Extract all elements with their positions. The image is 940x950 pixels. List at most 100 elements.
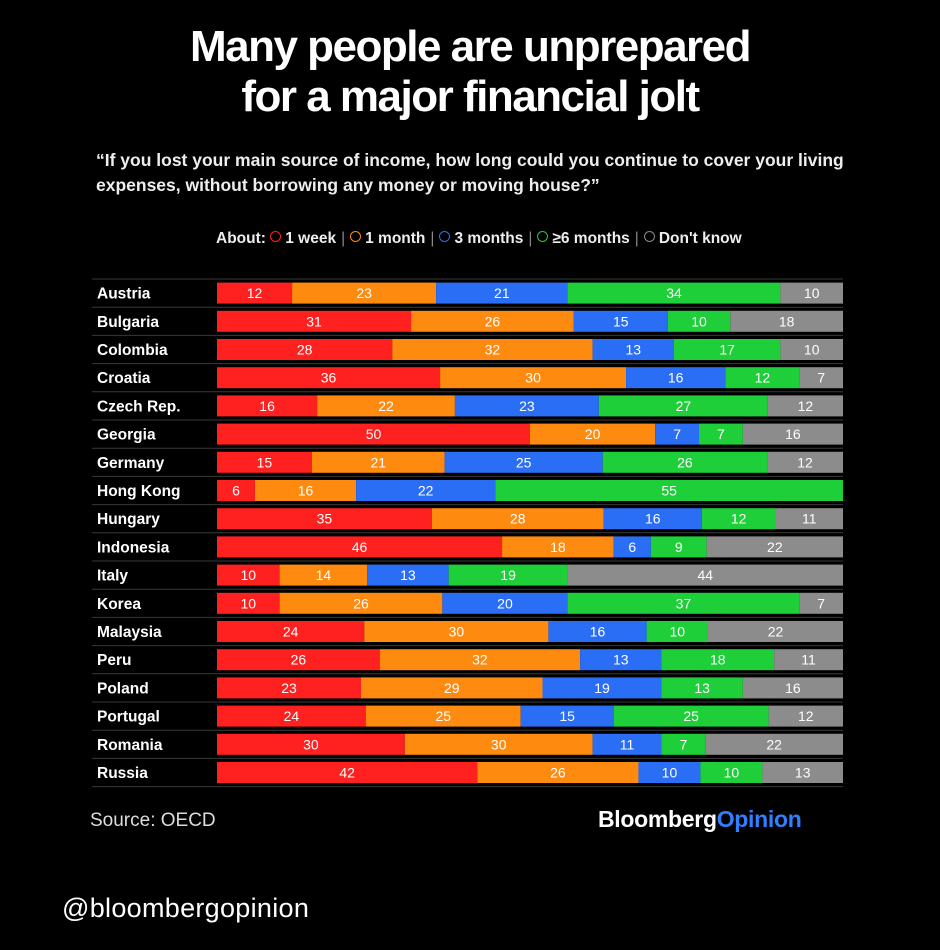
bar-segment-italy-6-months [448, 564, 568, 586]
bar-segment-malaysia-6-months [646, 621, 708, 642]
data-label-austria-1-month: 23 [356, 285, 372, 301]
data-label-hungary-1-week: 35 [317, 511, 333, 527]
legend-item-6-months: ≥6 months [537, 230, 630, 248]
data-label-germany-6-months: 26 [677, 454, 693, 470]
data-label-hong-kong-1-week: 6 [232, 483, 240, 499]
data-label-colombia-don-t-know: 10 [804, 342, 820, 358]
data-label-hungary-6-months: 12 [731, 511, 747, 527]
data-label-poland-6-months: 13 [694, 680, 710, 696]
category-label-romania: Romania [97, 737, 163, 754]
bar-segment-hungary-6-months [701, 508, 776, 530]
bar-segment-czech-rep-don-t-know [767, 395, 843, 417]
category-label-malaysia: Malaysia [97, 624, 162, 641]
category-label-italy: Italy [97, 568, 128, 585]
data-label-colombia-1-week: 28 [297, 342, 313, 358]
data-label-russia-3-months: 10 [662, 765, 678, 781]
stacked-bar-chart: Austria 12 23 21 34 10 Bulgaria 31 26 15 10 18 Colom… [92, 278, 843, 788]
bar-segment-germany-don-t-know [767, 451, 843, 473]
data-label-hong-kong-6-months: 55 [661, 483, 677, 499]
bar-segment-poland-1-week [217, 677, 361, 699]
category-label-portugal: Portugal [97, 709, 160, 726]
bar-segment-portugal-1-week [217, 705, 366, 727]
bar-segment-colombia-1-week [217, 339, 393, 360]
data-label-poland-1-week: 23 [281, 680, 297, 696]
bar-segment-russia-1-week [217, 762, 478, 783]
legend: About: 1 week | 1 month | 3 months | ≥6 months… [216, 230, 742, 248]
brand-part-1: Bloomberg [598, 806, 717, 832]
bar-segment-malaysia-don-t-know [707, 621, 843, 642]
data-label-czech-rep-1-week: 16 [259, 398, 275, 414]
data-label-croatia-6-months: 12 [755, 370, 771, 386]
bar-segment-poland-don-t-know [742, 677, 843, 699]
bar-segment-indonesia-6-months [650, 536, 707, 558]
bar-segment-hong-kong-1-month [254, 480, 357, 501]
bar-segment-czech-rep-1-month [317, 395, 455, 417]
legend-circle-icon [270, 231, 282, 242]
category-label-colombia: Colombia [97, 342, 168, 359]
bar-segment-croatia-3-months [626, 367, 726, 389]
data-label-indonesia-1-month: 18 [550, 539, 566, 555]
data-label-czech-rep-6-months: 27 [676, 398, 692, 414]
data-label-hong-kong-1-month: 16 [298, 483, 314, 499]
bar-segment-indonesia-1-week [217, 536, 503, 558]
data-label-russia-don-t-know: 13 [795, 765, 811, 781]
bar-segment-colombia-1-month [392, 339, 593, 360]
bar-segment-romania-6-months [661, 733, 706, 755]
bar-segment-germany-1-week [217, 451, 312, 473]
bar-segment-croatia-don-t-know [799, 367, 843, 389]
bar-segment-austria-1-month [292, 282, 437, 304]
category-label-poland: Poland [97, 680, 149, 697]
data-label-colombia-3-months: 13 [626, 342, 642, 358]
data-label-romania-6-months: 7 [679, 736, 687, 752]
chart-title-line1: Many people are unprepared [189, 22, 752, 71]
data-label-peru-1-month: 32 [472, 652, 488, 668]
bar-segment-bulgaria-1-month [411, 310, 574, 332]
category-label-hungary: Hungary [97, 511, 160, 528]
bar-segment-russia-1-month [477, 762, 639, 783]
legend-circle-icon [350, 231, 362, 242]
bar-segment-romania-1-month [404, 733, 593, 755]
bar-segment-italy-1-week [217, 564, 280, 586]
category-label-austria: Austria [97, 286, 151, 303]
bar-segment-russia-don-t-know [762, 762, 843, 783]
data-label-hong-kong-3-months: 22 [418, 483, 434, 499]
data-label-hungary-don-t-know: 11 [802, 511, 817, 527]
bar-segment-georgia-3-months [655, 423, 700, 445]
data-label-austria-don-t-know: 10 [804, 285, 820, 301]
data-label-peru-3-months: 13 [613, 652, 629, 668]
bar-segment-georgia-1-week [217, 423, 530, 445]
bar-segment-korea-don-t-know [799, 592, 843, 614]
bar-segment-italy-3-months [367, 564, 449, 586]
data-label-indonesia-don-t-know: 22 [767, 539, 783, 555]
bar-segment-peru-don-t-know [774, 649, 843, 671]
bar-segment-portugal-1-month [365, 705, 521, 727]
bar-segment-peru-3-months [580, 649, 662, 671]
bar-segment-portugal-don-t-know [768, 705, 843, 727]
brand-part-2: Opinion [716, 806, 802, 832]
data-label-austria-3-months: 21 [494, 285, 510, 301]
data-label-peru-don-t-know: 11 [801, 652, 816, 668]
bar-segment-hong-kong-6-months [495, 480, 843, 501]
category-label-bulgaria: Bulgaria [97, 314, 159, 331]
data-label-romania-don-t-know: 22 [766, 736, 782, 752]
bar-segment-indonesia-3-months [613, 536, 651, 558]
bar-segment-portugal-3-months [520, 705, 614, 727]
chart-subtitle: “If you lost your main source of income,… [96, 150, 844, 195]
data-label-georgia-3-months: 7 [673, 426, 681, 442]
bar-segment-romania-3-months [592, 733, 662, 755]
category-label-germany: Germany [97, 455, 165, 472]
legend-item-dont-know: Don't know [643, 230, 742, 248]
legend-item-1-month: 1 month [350, 230, 425, 248]
data-label-indonesia-6-months: 9 [675, 539, 683, 555]
data-label-germany-don-t-know: 12 [797, 454, 813, 470]
legend-item-1-week: 1 week [270, 230, 336, 248]
data-label-colombia-1-month: 32 [485, 342, 501, 358]
data-label-korea-3-months: 20 [497, 595, 513, 611]
bar-segment-korea-1-month [279, 592, 443, 614]
data-label-italy-1-month: 14 [316, 567, 332, 583]
bar-segment-austria-1-week [217, 282, 293, 304]
legend-circle-icon [537, 231, 549, 242]
data-label-portugal-don-t-know: 12 [798, 708, 814, 724]
data-label-poland-don-t-know: 16 [785, 680, 801, 696]
data-label-russia-1-month: 26 [550, 765, 566, 781]
